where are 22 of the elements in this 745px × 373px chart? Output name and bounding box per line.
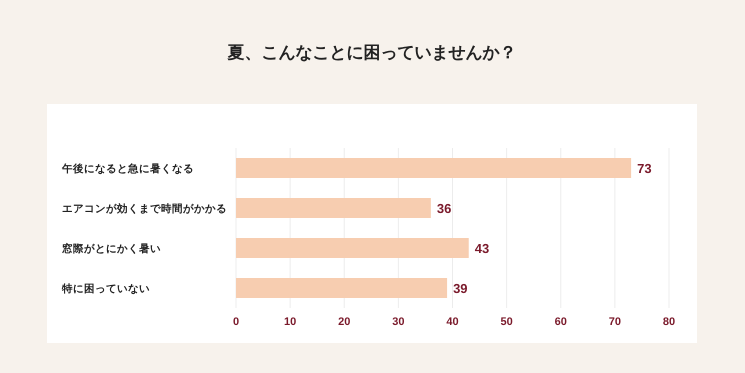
bar [236,158,632,178]
bar [236,278,448,298]
data-label: 39 [453,281,468,296]
y-tick-label: 特に困っていない [61,282,150,295]
x-tick-label: 50 [500,316,513,328]
y-tick-label: 午後になると急に暑くなる [61,162,194,175]
x-tick-label: 80 [662,316,676,328]
x-tick-label: 60 [554,316,567,328]
data-label: 36 [436,201,452,216]
x-tick-label: 30 [392,316,404,328]
x-tick-label: 10 [284,316,296,328]
x-tick-label: 20 [338,316,350,328]
x-tick-label: 40 [446,316,459,328]
data-label: 73 [637,161,652,176]
bar [236,198,431,218]
y-tick-label: 窓際がとにかく暑い [62,242,161,255]
data-label: 43 [474,241,490,256]
chart-title: 夏、こんなことに困っていませんか？ [226,43,516,62]
y-tick-label: エアコンが効くまで時間がかかる [62,202,227,215]
x-tick-label: 0 [232,316,240,328]
bar [236,238,469,258]
x-tick-label: 70 [608,316,621,328]
